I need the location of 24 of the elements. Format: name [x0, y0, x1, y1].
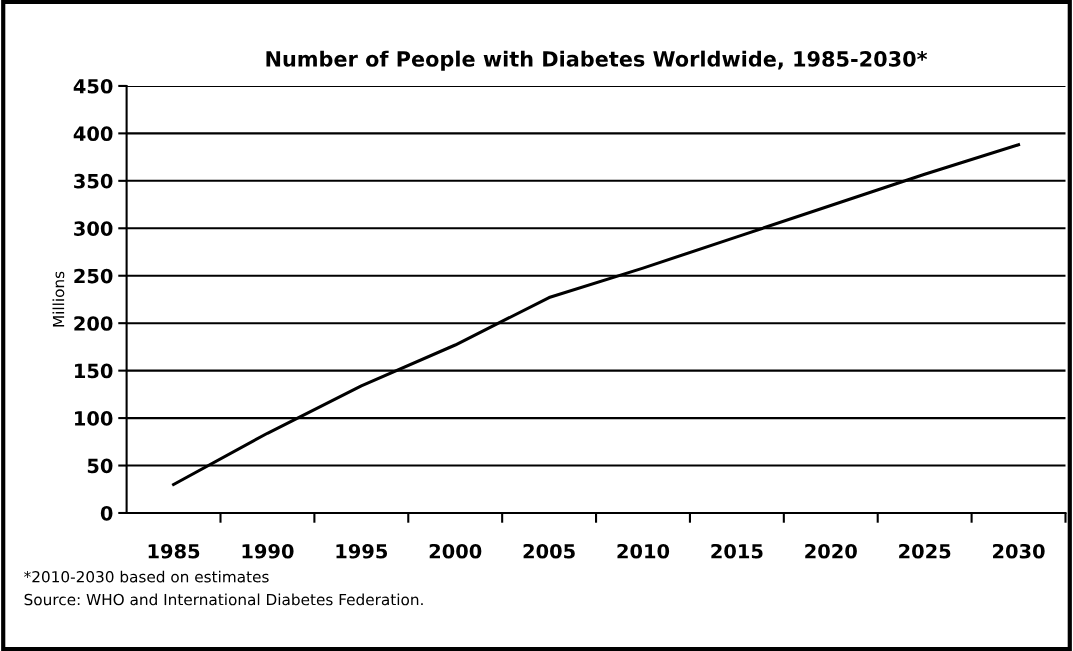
- y-tick-label: 400: [73, 126, 113, 142]
- x-tick-label: 1995: [336, 543, 388, 559]
- x-tick-label: 2005: [523, 543, 575, 559]
- x-tick-label: 2010: [617, 543, 670, 559]
- y-tick-label: 250: [74, 268, 113, 284]
- y-tick-label: 0: [100, 505, 113, 521]
- x-tick-label: 1985: [148, 543, 200, 559]
- text: *2010-2030 based on estimates: [24, 570, 269, 583]
- x-tick-label: 2000: [429, 543, 482, 559]
- y-tick-label: 50: [87, 458, 113, 474]
- y-tick-label: 300: [74, 221, 113, 236]
- x-tick-label: 2030: [993, 543, 1045, 559]
- x-tick-label: 2015: [711, 543, 763, 559]
- y-tick-label: 350: [74, 173, 113, 189]
- y-tick-label: 450: [73, 78, 113, 94]
- y-axis-title: Millions: [52, 271, 65, 327]
- y-tick-label: 100: [75, 411, 113, 426]
- y-tick-label: 150: [75, 363, 113, 379]
- x-tick-label: 1990: [242, 543, 294, 559]
- source-note: Source: WHO and International Diabetes Federation.: [24, 593, 423, 606]
- x-tick-label: 2020: [805, 543, 857, 559]
- chart-title: Number of People with Diabetes Worldwide, 1985-2030*: [266, 50, 928, 71]
- x-tick-label: 2025: [899, 543, 951, 559]
- y-tick-label: 200: [74, 316, 113, 331]
